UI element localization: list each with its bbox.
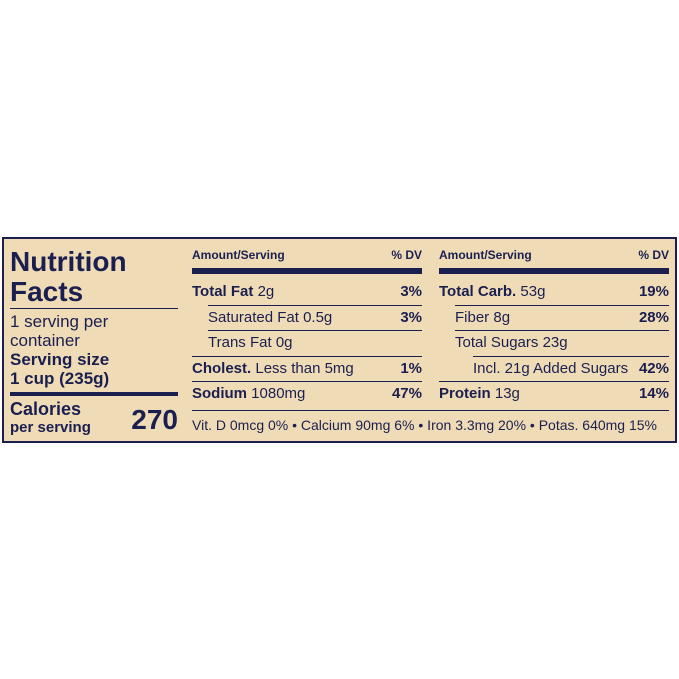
daily-value: 19% bbox=[638, 283, 669, 300]
nutrient-text: Protein 13g bbox=[439, 381, 520, 406]
calories-sub: per serving bbox=[10, 419, 91, 436]
servings: container bbox=[10, 331, 80, 350]
calories-label: Calories bbox=[10, 399, 82, 419]
calories-value: 270 bbox=[131, 404, 178, 435]
nutrient-text: Total Fat 2g bbox=[192, 279, 274, 304]
nutrient-amount: 53g bbox=[520, 283, 546, 300]
row-divider bbox=[208, 304, 422, 306]
thick-divider bbox=[192, 268, 422, 274]
row-divider bbox=[192, 355, 422, 357]
daily-value: 47% bbox=[391, 385, 422, 402]
nutrient-amount: 0g bbox=[275, 334, 293, 351]
daily-value: 3% bbox=[400, 308, 422, 326]
nutrient-name: Cholest. bbox=[192, 359, 252, 377]
nutrient-row: Fiber 8g 28% bbox=[439, 305, 669, 330]
nutrient-text: Fiber 8g bbox=[455, 305, 510, 330]
thick-divider bbox=[439, 268, 669, 274]
nutrient-row: Protein 13g 14% bbox=[439, 381, 669, 406]
nutrient-amount: Less than 5mg bbox=[255, 359, 354, 377]
row-divider bbox=[455, 304, 669, 306]
row-divider bbox=[192, 381, 422, 382]
nutrient-name: Incl. 21g Added Sugars bbox=[473, 359, 629, 377]
nutrient-name: Total Carb. bbox=[439, 283, 517, 300]
row-divider bbox=[455, 330, 669, 331]
nutrient-row: Cholest. Less than 5mg 1% bbox=[192, 356, 422, 381]
daily-value: 14% bbox=[638, 385, 669, 402]
nutrient-name: Sodium bbox=[192, 385, 247, 402]
nutrient-amount: 13g bbox=[494, 385, 520, 402]
nutrient-name: Total Fat bbox=[192, 283, 254, 300]
daily-value: 42% bbox=[638, 359, 669, 377]
column-header: Amount/Serving bbox=[192, 248, 285, 262]
nutrient-amount: 2g bbox=[257, 283, 275, 300]
nutrient-name: Total Sugars bbox=[455, 334, 539, 351]
nutrient-name: Trans Fat bbox=[208, 334, 272, 351]
nutrient-text: Total Sugars 23g bbox=[455, 330, 568, 355]
row-divider bbox=[439, 381, 669, 382]
nutrient-text: Trans Fat 0g bbox=[208, 330, 293, 355]
nutrient-amount: 1080mg bbox=[251, 385, 306, 402]
title: Facts bbox=[10, 276, 84, 307]
nutrient-amount: 0.5g bbox=[303, 308, 333, 326]
nutrient-text: Sodium 1080mg bbox=[192, 381, 305, 406]
nutrient-name: Saturated Fat bbox=[208, 308, 299, 326]
daily-value: 1% bbox=[400, 359, 422, 377]
row-divider bbox=[473, 355, 669, 357]
nutrient-name: Protein bbox=[439, 385, 491, 402]
nutrient-row: Sodium 1080mg 47% bbox=[192, 381, 422, 406]
nutrient-amount: 8g bbox=[493, 308, 511, 326]
nutrition-label: Nutrition Facts 1 serving per container … bbox=[2, 237, 677, 443]
daily-value: 3% bbox=[400, 283, 422, 300]
nutrient-row: Saturated Fat 0.5g 3% bbox=[192, 305, 422, 330]
nutrient-row: Total Sugars 23g bbox=[439, 330, 669, 355]
serving-size-label: Serving size bbox=[10, 350, 110, 369]
nutrient-text: Saturated Fat 0.5g bbox=[208, 305, 332, 330]
title: Nutrition bbox=[10, 246, 127, 277]
column-header: Amount/Serving bbox=[439, 248, 532, 262]
daily-value: 28% bbox=[638, 308, 669, 326]
nutrient-name: Fiber bbox=[455, 308, 490, 326]
divider bbox=[10, 308, 178, 309]
nutrient-text: Cholest. Less than 5mg bbox=[192, 356, 354, 381]
nutrient-row: Total Fat 2g 3% bbox=[192, 279, 422, 304]
nutrient-text: Incl. 21g Added Sugars bbox=[473, 356, 628, 381]
column-header: % DV bbox=[638, 248, 669, 262]
row-divider bbox=[208, 330, 422, 331]
column-header: % DV bbox=[391, 248, 422, 262]
nutrient-row: Total Carb. 53g 19% bbox=[439, 279, 669, 304]
nutrient-amount: 23g bbox=[542, 334, 568, 351]
thick-divider bbox=[10, 392, 178, 396]
servings: 1 serving per bbox=[10, 312, 109, 331]
nutrient-row: Incl. 21g Added Sugars 42% bbox=[439, 356, 669, 381]
nutrient-row: Trans Fat 0g bbox=[192, 330, 422, 355]
serving-size: 1 cup (235g) bbox=[10, 369, 110, 388]
nutrient-text: Total Carb. 53g bbox=[439, 279, 545, 304]
divider bbox=[192, 410, 669, 411]
vitamins: Vit. D 0mcg 0% • Calcium 90mg 6% • Iron … bbox=[192, 417, 657, 433]
